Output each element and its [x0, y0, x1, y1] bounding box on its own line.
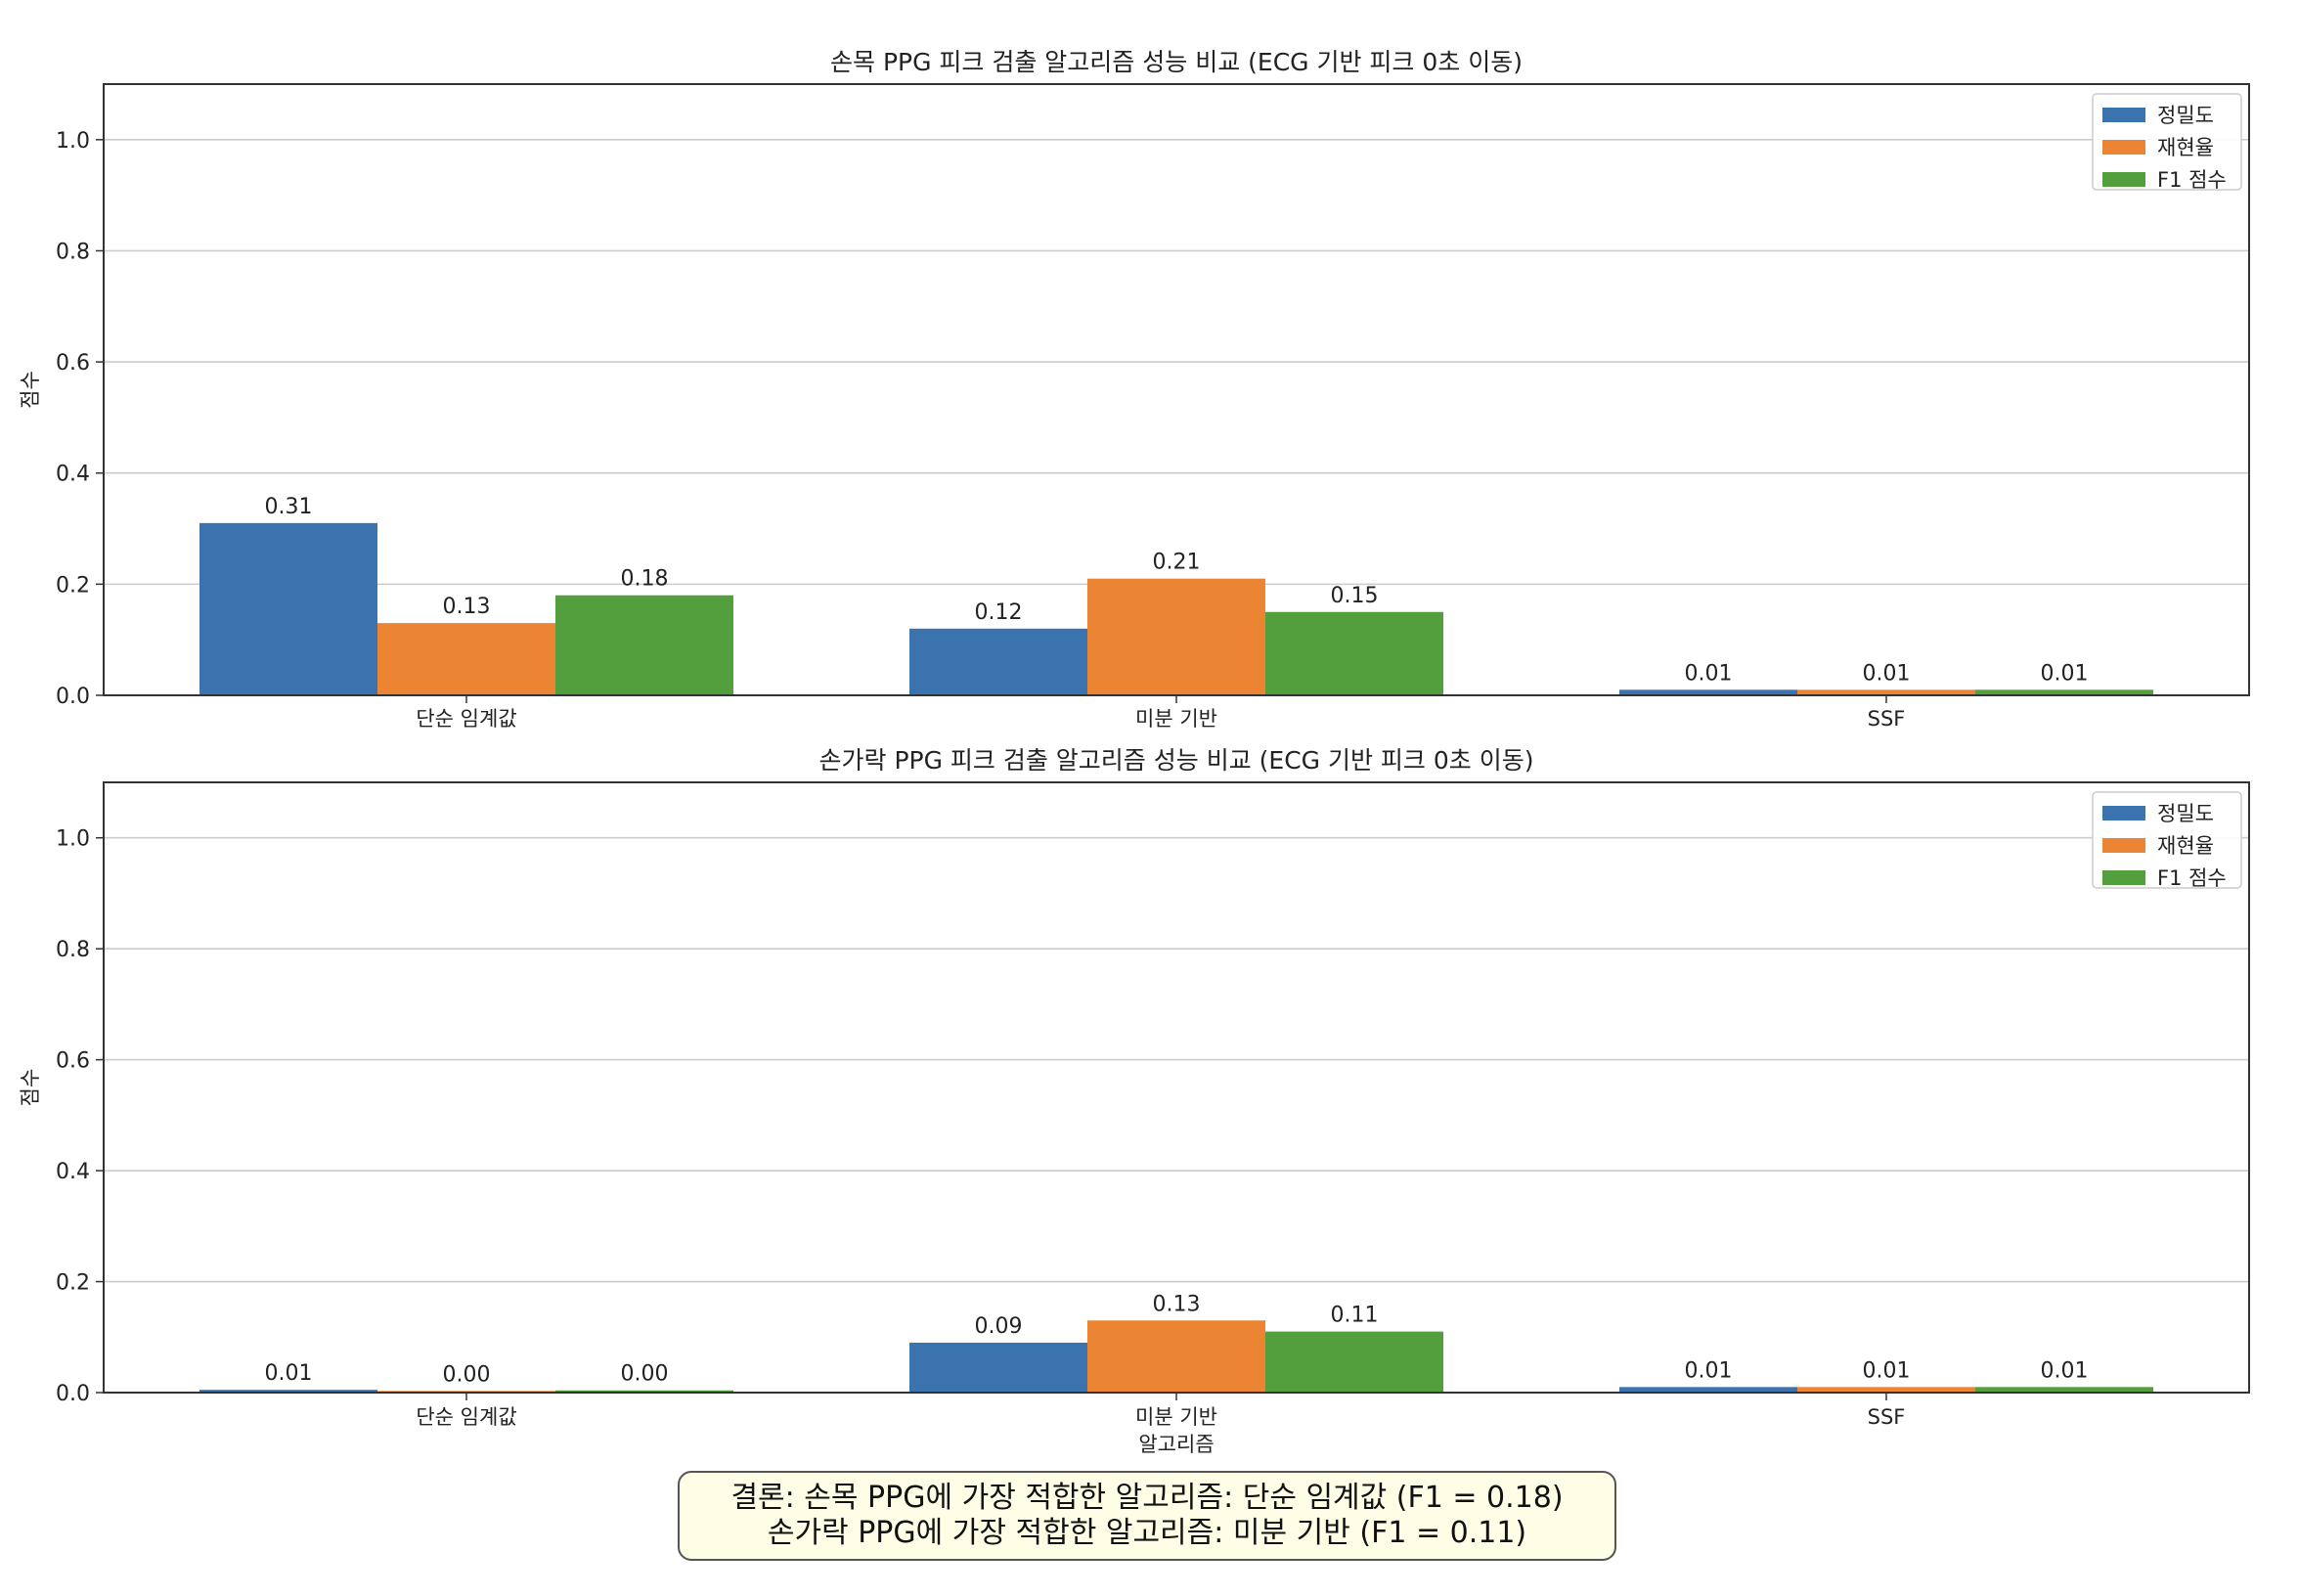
- data-label: 0.01: [265, 1361, 313, 1386]
- legend-label: 정밀도: [2157, 802, 2214, 825]
- wrist-ppg-chart-panel: 손목 PPG 피크 검출 알고리즘 성능 비교 (ECG 기반 피크 0초 이동…: [19, 48, 2250, 731]
- data-label: 0.09: [975, 1314, 1023, 1339]
- legend-label: 재현율: [2157, 136, 2214, 159]
- data-label: 0.01: [2041, 661, 2089, 686]
- bar: [1087, 578, 1265, 695]
- legend-swatch: [2102, 806, 2145, 820]
- y-tick-label: 0.8: [56, 938, 90, 962]
- legend-swatch: [2102, 108, 2145, 122]
- data-label: 0.15: [1331, 584, 1379, 608]
- data-label: 0.11: [1331, 1304, 1379, 1328]
- x-tick-label: 단순 임계값: [416, 707, 516, 731]
- x-tick-label: 알고리즘: [1138, 1433, 1214, 1456]
- x-tick-label: SSF: [1868, 707, 1906, 731]
- bar: [1087, 1320, 1265, 1393]
- chart-title: 손가락 PPG 피크 검출 알고리즘 성능 비교 (ECG 기반 피크 0초 이…: [819, 746, 1534, 775]
- bar: [1797, 1387, 1975, 1393]
- x-tick-label: 미분 기반: [1135, 707, 1217, 731]
- data-label: 0.01: [1685, 1358, 1733, 1383]
- bar: [1265, 1331, 1443, 1393]
- data-label: 0.01: [1685, 661, 1733, 686]
- legend-swatch: [2102, 140, 2145, 155]
- y-axis-label: 점수: [19, 371, 42, 409]
- bar: [1619, 1387, 1797, 1393]
- y-tick-label: 0.0: [56, 685, 90, 709]
- bar: [555, 1390, 733, 1393]
- bar: [1975, 689, 2153, 695]
- data-label: 0.21: [1153, 551, 1201, 575]
- y-tick-label: 0.2: [56, 1271, 90, 1296]
- x-tick-label: 단순 임계값: [416, 1405, 516, 1429]
- finger-ppg-chart-panel: 손가락 PPG 피크 검출 알고리즘 성능 비교 (ECG 기반 피크 0초 이…: [19, 746, 2250, 1456]
- y-axis-label: 점수: [19, 1069, 42, 1107]
- data-label: 0.13: [443, 595, 491, 619]
- legend-label: F1 점수: [2157, 168, 2227, 192]
- bar: [555, 595, 733, 695]
- data-label: 0.12: [975, 600, 1023, 625]
- y-tick-label: 0.4: [56, 463, 90, 487]
- y-tick-label: 0.2: [56, 573, 90, 598]
- x-tick-label: SSF: [1868, 1405, 1906, 1429]
- bar: [1975, 1387, 2153, 1393]
- y-tick-label: 0.6: [56, 1049, 90, 1074]
- data-label: 0.01: [1863, 661, 1911, 686]
- data-label: 0.31: [265, 495, 313, 519]
- data-label: 0.13: [1153, 1292, 1201, 1316]
- data-label: 0.18: [621, 567, 669, 592]
- conclusion-box: 결론: 손목 PPG에 가장 적합한 알고리즘: 단순 임계값 (F1 = 0.…: [678, 1471, 1616, 1561]
- legend-label: 재현율: [2157, 834, 2214, 858]
- bar: [1619, 689, 1797, 695]
- legend-swatch: [2102, 172, 2145, 187]
- y-tick-label: 1.0: [56, 129, 90, 154]
- bar: [1797, 689, 1975, 695]
- legend-swatch: [2102, 838, 2145, 853]
- bar: [199, 522, 377, 695]
- data-label: 0.01: [2041, 1358, 2089, 1383]
- legend-label: 정밀도: [2157, 104, 2214, 127]
- conclusion-line-2: 손가락 PPG에 가장 적합한 알고리즘: 미분 기반 (F1 = 0.11): [767, 1516, 1527, 1550]
- bar: [909, 628, 1087, 695]
- chart-title: 손목 PPG 피크 검출 알고리즘 성능 비교 (ECG 기반 피크 0초 이동…: [830, 48, 1523, 76]
- legend-swatch: [2102, 870, 2145, 885]
- bar: [377, 623, 555, 695]
- bar: [909, 1342, 1087, 1393]
- data-label: 0.01: [1863, 1358, 1911, 1383]
- x-tick-label: 미분 기반: [1135, 1405, 1217, 1429]
- legend-label: F1 점수: [2157, 866, 2227, 890]
- bar: [1265, 611, 1443, 695]
- y-tick-label: 0.0: [56, 1382, 90, 1406]
- y-tick-label: 0.4: [56, 1160, 90, 1184]
- y-tick-label: 0.6: [56, 351, 90, 376]
- conclusion-line-1: 결론: 손목 PPG에 가장 적합한 알고리즘: 단순 임계값 (F1 = 0.…: [730, 1481, 1564, 1515]
- data-label: 0.00: [443, 1362, 491, 1387]
- bar: [199, 1390, 377, 1393]
- y-tick-label: 0.8: [56, 240, 90, 264]
- data-label: 0.00: [621, 1362, 669, 1387]
- y-tick-label: 1.0: [56, 827, 90, 852]
